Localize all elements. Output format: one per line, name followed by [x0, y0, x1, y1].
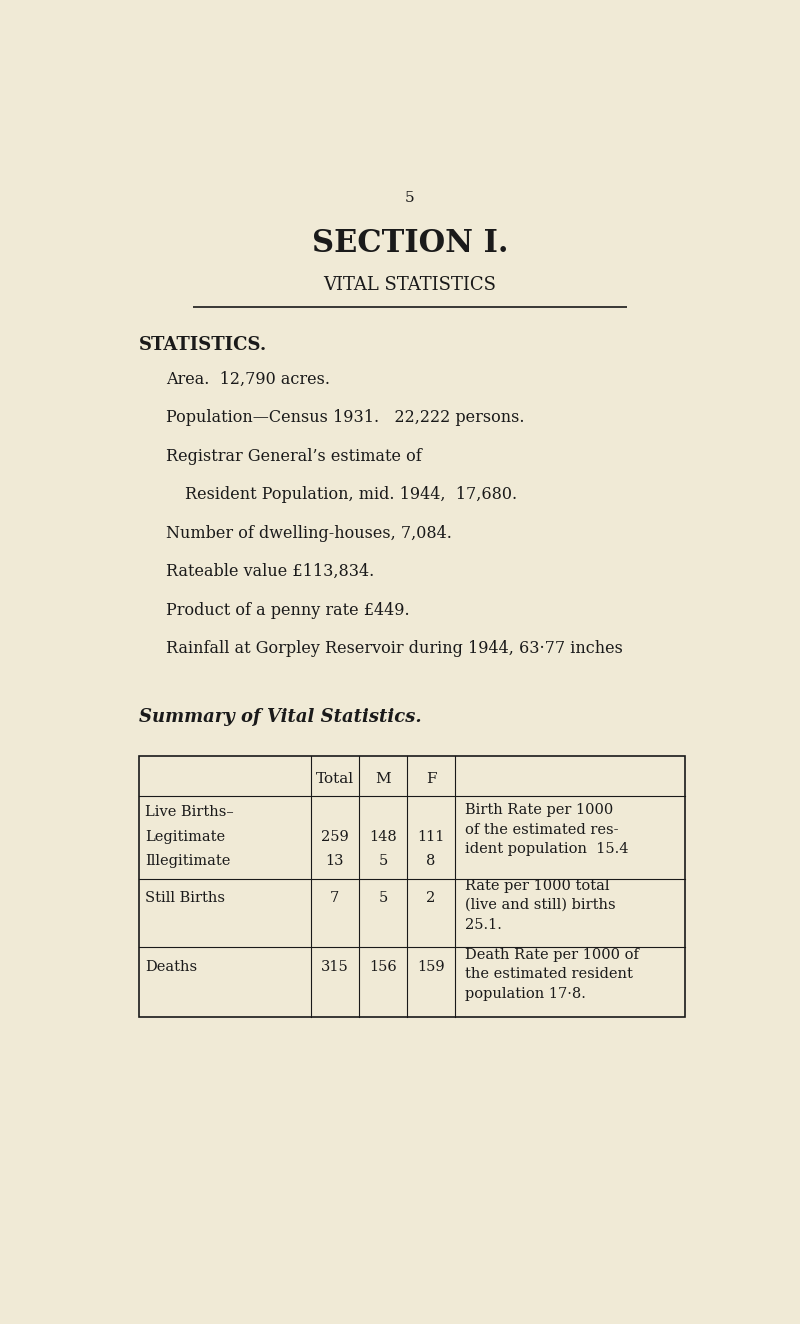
Text: Registrar General’s estimate of: Registrar General’s estimate of: [166, 448, 422, 465]
Text: 156: 156: [369, 960, 397, 974]
Text: Live Births–: Live Births–: [145, 805, 234, 820]
Text: F: F: [426, 772, 436, 785]
Text: 159: 159: [417, 960, 445, 974]
Text: Illegitimate: Illegitimate: [145, 854, 230, 869]
Text: 111: 111: [418, 830, 445, 843]
Text: Rateable value £113,834.: Rateable value £113,834.: [166, 563, 374, 580]
Text: Rate per 1000 total
(live and still) births
25.1.: Rate per 1000 total (live and still) bir…: [465, 879, 616, 932]
Text: 259: 259: [321, 830, 349, 843]
Text: Resident Population, mid. 1944,  17,680.: Resident Population, mid. 1944, 17,680.: [186, 486, 518, 503]
Text: 8: 8: [426, 854, 436, 869]
Text: 5: 5: [378, 891, 387, 906]
Text: Summary of Vital Statistics.: Summary of Vital Statistics.: [138, 708, 422, 726]
Text: STATISTICS.: STATISTICS.: [138, 336, 267, 354]
Text: SECTION I.: SECTION I.: [312, 228, 508, 260]
Text: Product of a penny rate £449.: Product of a penny rate £449.: [166, 601, 410, 618]
Text: 5: 5: [378, 854, 387, 869]
Text: Legitimate: Legitimate: [145, 830, 225, 843]
Text: Population—Census 1931.   22,222 persons.: Population—Census 1931. 22,222 persons.: [166, 409, 524, 426]
Text: M: M: [375, 772, 390, 785]
Text: Deaths: Deaths: [145, 960, 197, 974]
Text: Death Rate per 1000 of
the estimated resident
population 17·8.: Death Rate per 1000 of the estimated res…: [465, 948, 639, 1001]
Text: 315: 315: [321, 960, 349, 974]
Text: 13: 13: [326, 854, 344, 869]
Text: Rainfall at Gorpley Reservoir during 1944, 63·77 inches: Rainfall at Gorpley Reservoir during 194…: [166, 639, 622, 657]
Text: Number of dwelling-houses, 7,084.: Number of dwelling-houses, 7,084.: [166, 524, 452, 542]
Text: VITAL STATISTICS: VITAL STATISTICS: [323, 275, 497, 294]
Text: 5: 5: [405, 191, 415, 205]
Text: Birth Rate per 1000
of the estimated res-
ident population  15.4: Birth Rate per 1000 of the estimated res…: [465, 804, 629, 857]
Text: Area.  12,790 acres.: Area. 12,790 acres.: [166, 371, 330, 388]
Text: 7: 7: [330, 891, 339, 906]
Text: 2: 2: [426, 891, 435, 906]
Text: Still Births: Still Births: [145, 891, 225, 906]
Text: 148: 148: [369, 830, 397, 843]
Text: Total: Total: [316, 772, 354, 785]
